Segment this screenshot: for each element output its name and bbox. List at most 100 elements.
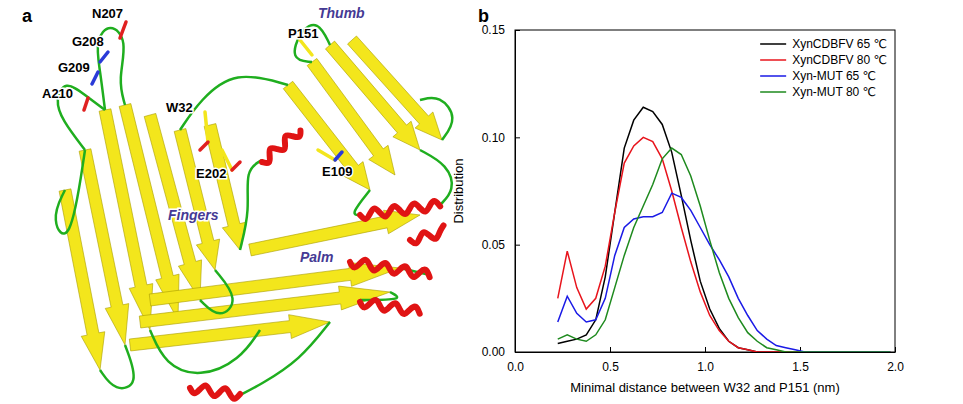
y-tick-mark bbox=[515, 137, 520, 138]
y-tick-label: 0.10 bbox=[482, 131, 506, 145]
loop bbox=[56, 150, 85, 234]
panel-letter: a bbox=[22, 6, 33, 26]
legend-swatch bbox=[760, 59, 786, 61]
helix bbox=[410, 225, 444, 243]
loop bbox=[180, 77, 288, 130]
legend-item: XynCDBFV 80 ℃ bbox=[760, 53, 887, 67]
legend-label: Xyn-MUT 80 ℃ bbox=[792, 85, 876, 99]
residue-label: E109 bbox=[322, 164, 352, 179]
helix bbox=[360, 201, 440, 219]
y-tick-mark bbox=[515, 352, 520, 353]
series-line bbox=[558, 193, 891, 352]
beta-strand bbox=[139, 286, 390, 328]
series-line bbox=[558, 148, 891, 352]
domain-label: Palm bbox=[300, 249, 333, 265]
residue-label: P151 bbox=[288, 26, 318, 41]
beta-strand bbox=[149, 262, 400, 305]
y-axis: 0.00 0.05 0.10 0.15 bbox=[482, 23, 520, 359]
x-tick-label: 2.0 bbox=[887, 360, 904, 374]
series-line bbox=[558, 107, 891, 352]
y-tick-mark bbox=[515, 30, 520, 31]
loops bbox=[56, 25, 453, 395]
legend-item: Xyn-MUT 80 ℃ bbox=[760, 85, 876, 99]
beta-strand bbox=[99, 109, 153, 330]
residue-label: G208 bbox=[72, 34, 104, 49]
loop bbox=[200, 270, 233, 313]
beta-strand bbox=[129, 315, 330, 351]
plot-frame bbox=[515, 30, 895, 352]
domain-label: Fingers bbox=[168, 207, 219, 223]
x-tick-label: 1.5 bbox=[792, 360, 809, 374]
x-tick-mark bbox=[610, 347, 611, 352]
loop bbox=[420, 150, 452, 205]
x-tick: 2.0 bbox=[887, 347, 904, 374]
side-chain bbox=[205, 112, 208, 142]
x-tick-mark bbox=[705, 347, 706, 352]
x-tick-mark bbox=[895, 347, 896, 352]
figure: N207 G208 G209 A210 W32 P151 E109 E202 Thumb Fing… bbox=[0, 0, 963, 404]
legend: XynCDBFV 65 ℃ XynCDBFV 80 ℃ Xyn-MUT 65 ℃ Xy… bbox=[760, 37, 887, 99]
y-tick: 0.05 bbox=[482, 238, 520, 252]
loop bbox=[150, 330, 260, 373]
y-tick-label: 0.15 bbox=[482, 23, 506, 37]
side-chain bbox=[300, 40, 312, 55]
legend-swatch bbox=[760, 91, 786, 93]
helix bbox=[360, 300, 420, 314]
y-tick: 0.00 bbox=[482, 345, 520, 359]
loop bbox=[240, 322, 330, 395]
helix bbox=[350, 260, 430, 277]
helix bbox=[262, 131, 301, 163]
y-axis-title: Distribution bbox=[451, 158, 466, 223]
residue-label: N207 bbox=[92, 6, 123, 21]
side-chain bbox=[120, 22, 126, 38]
side-chain bbox=[92, 72, 98, 84]
y-tick-label: 0.00 bbox=[482, 345, 506, 359]
x-tick: 0.5 bbox=[602, 347, 619, 374]
loop bbox=[240, 160, 262, 250]
strands bbox=[59, 36, 442, 370]
legend-swatch bbox=[760, 75, 786, 77]
beta-strand bbox=[59, 189, 105, 370]
x-axis: 0.0 0.5 1.0 1.5 2.0 bbox=[507, 347, 904, 374]
y-tick-label: 0.05 bbox=[482, 238, 506, 252]
series-lines bbox=[558, 107, 891, 352]
legend-label: Xyn-MUT 65 ℃ bbox=[792, 69, 876, 83]
domain-label: Thumb bbox=[318, 5, 365, 21]
series-line bbox=[558, 137, 891, 352]
legend-item: Xyn-MUT 65 ℃ bbox=[760, 69, 876, 83]
residue-label: E202 bbox=[196, 166, 226, 181]
residue-label: A210 bbox=[42, 86, 73, 101]
x-axis-line bbox=[516, 352, 896, 353]
y-tick-mark bbox=[515, 245, 520, 246]
x-tick-label: 0.0 bbox=[507, 360, 524, 374]
side-chain bbox=[232, 162, 240, 170]
legend-item: XynCDBFV 65 ℃ bbox=[760, 37, 887, 51]
residue-label: W32 bbox=[166, 100, 193, 115]
structure-panel: N207 G208 G209 A210 W32 P151 E109 E202 Thumb Fing… bbox=[42, 5, 452, 399]
x-tick-label: 0.5 bbox=[602, 360, 619, 374]
loop bbox=[355, 190, 370, 215]
helices bbox=[190, 131, 444, 399]
loop bbox=[100, 345, 134, 388]
legend-label: XynCDBFV 80 ℃ bbox=[792, 53, 887, 67]
side-chain bbox=[100, 52, 108, 62]
structure-labels: N207 G208 G209 A210 W32 P151 E109 E202 Thumb Fing… bbox=[42, 5, 365, 265]
side-chains bbox=[84, 22, 342, 170]
beta-strand bbox=[249, 210, 420, 256]
y-tick: 0.15 bbox=[482, 23, 520, 37]
y-tick: 0.10 bbox=[482, 131, 520, 145]
side-chain bbox=[84, 98, 88, 110]
side-chain bbox=[318, 150, 335, 160]
x-tick-label: 1.0 bbox=[697, 360, 714, 374]
loop bbox=[420, 98, 452, 140]
side-chain bbox=[335, 152, 342, 160]
residue-label: G209 bbox=[58, 60, 90, 75]
helix bbox=[190, 385, 240, 398]
beta-strand bbox=[204, 124, 246, 250]
legend-swatch bbox=[760, 43, 786, 45]
y-axis-line bbox=[515, 31, 516, 353]
x-axis-title: Minimal distance between W32 and P151 (n… bbox=[570, 380, 840, 395]
legend-label: XynCDBFV 65 ℃ bbox=[792, 37, 887, 51]
x-tick: 1.0 bbox=[697, 347, 714, 374]
side-chain bbox=[200, 142, 208, 150]
